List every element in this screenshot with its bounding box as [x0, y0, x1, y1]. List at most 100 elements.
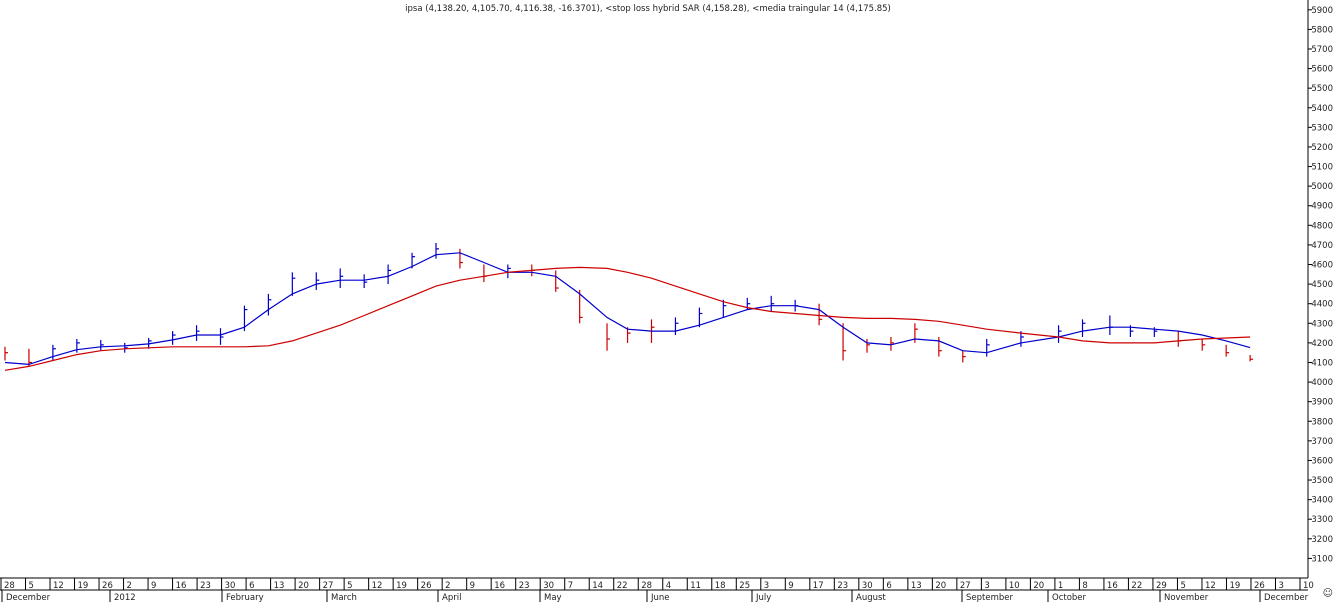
price-bar — [1081, 319, 1086, 338]
y-tick-label: 4900 — [1311, 202, 1333, 212]
x-tick-label: 18 — [715, 581, 726, 591]
y-tick-label: 4200 — [1311, 339, 1333, 349]
price-bar — [28, 348, 32, 367]
x-tick-label: 22 — [617, 581, 628, 591]
y-tick-label: 3800 — [1311, 417, 1333, 427]
x-tick-label: 20 — [298, 581, 309, 591]
y-tick-label: 4500 — [1311, 280, 1333, 290]
price-bar — [411, 252, 416, 269]
price-bar — [674, 317, 679, 336]
y-tick-label: 5000 — [1311, 182, 1333, 192]
price-bar — [606, 323, 611, 351]
x-tick-label: 30 — [225, 581, 236, 591]
y-tick-label: 3900 — [1311, 398, 1333, 408]
y-tick-label: 3400 — [1311, 496, 1333, 506]
x-tick-label: 3 — [1278, 581, 1283, 591]
x-tick-label: 19 — [1229, 581, 1240, 591]
x-tick-label: 6 — [886, 581, 891, 591]
x-tick-label: 9 — [470, 581, 475, 591]
price-bar — [579, 289, 583, 324]
x-month-label: September — [966, 593, 1013, 602]
x-month-label: December — [1264, 593, 1309, 602]
x-tick-label: 8 — [1082, 581, 1087, 591]
price-bar — [866, 338, 870, 353]
series-stop-loss-hybrid-sar — [4, 266, 1251, 371]
y-tick-label: 3600 — [1311, 456, 1333, 466]
x-month-label: July — [755, 593, 771, 602]
x-tick-label: 12 — [1205, 581, 1216, 591]
x-tick-label: 12 — [53, 581, 64, 591]
x-tick-label: 14 — [592, 581, 603, 591]
x-month-label: October — [1052, 593, 1087, 602]
price-bar — [938, 337, 942, 357]
price-bar — [100, 339, 104, 351]
price-bar — [555, 270, 559, 292]
y-tick-label: 3100 — [1311, 554, 1333, 564]
x-tick-label: 27 — [960, 581, 971, 591]
x-tick-label: 17 — [813, 581, 824, 591]
price-bar — [722, 299, 727, 318]
price-bar — [1109, 315, 1113, 336]
y-tick-label: 3300 — [1311, 515, 1333, 525]
x-tick-label: 13 — [911, 581, 922, 591]
price-bar — [195, 325, 200, 341]
price-bar — [1201, 338, 1206, 351]
x-tick-label: 3 — [764, 581, 769, 591]
x-month-label: February — [226, 593, 264, 602]
x-tick-label: 5 — [1180, 581, 1185, 591]
price-bar — [172, 331, 176, 345]
price-bar — [962, 350, 966, 363]
x-tick-label: 9 — [151, 581, 156, 591]
y-tick-label: 5900 — [1311, 6, 1333, 16]
plot-area — [4, 242, 1254, 371]
price-bar — [1249, 354, 1254, 362]
x-tick-label: 25 — [739, 581, 750, 591]
y-axis: 3100 3200 3300 3400 3500 3600 3700 3800 3900 4000… — [1307, 0, 1333, 578]
x-tick-label: 2 — [127, 581, 132, 591]
x-month-label: March — [331, 593, 357, 602]
x-tick-label: 30 — [543, 581, 554, 591]
x-month-label: April — [442, 593, 461, 602]
smiley-icon: ☺ — [1322, 588, 1333, 599]
x-tick-label: 23 — [837, 581, 848, 591]
x-tick-label: 22 — [1131, 581, 1142, 591]
x-tick-label: 26 — [1254, 581, 1265, 591]
x-tick-label: 19 — [396, 581, 407, 591]
price-bar — [890, 337, 894, 351]
x-tick-label: 5 — [347, 581, 352, 591]
y-tick-label: 5400 — [1311, 104, 1333, 114]
x-tick-label: 19 — [78, 581, 89, 591]
price-bar — [818, 303, 823, 326]
x-month-label: November — [1164, 593, 1209, 602]
y-tick-label: 4100 — [1311, 358, 1333, 368]
x-month-label: 2012 — [114, 593, 136, 602]
y-tick-label: 5300 — [1311, 123, 1333, 133]
x-tick-label: 11 — [690, 581, 701, 591]
price-bar — [267, 293, 272, 316]
y-tick-label: 5600 — [1311, 65, 1333, 75]
x-tick-label: 28 — [641, 581, 652, 591]
y-tick-label: 5700 — [1311, 45, 1333, 55]
price-bar — [914, 323, 918, 343]
price-bar — [76, 338, 80, 353]
price-bar — [387, 264, 392, 285]
price-bar — [986, 338, 990, 357]
y-tick-label: 3500 — [1311, 476, 1333, 486]
x-tick-label: 12 — [372, 581, 383, 591]
price-bar — [124, 342, 128, 353]
price-bar — [219, 328, 224, 345]
x-tick-label: 2 — [445, 581, 450, 591]
price-bar — [459, 248, 463, 269]
price-bar — [483, 264, 487, 283]
price-bar — [1225, 344, 1230, 357]
x-tick-label: 6 — [249, 581, 254, 591]
x-axis: 28 5 12 19 26 2 9 16 23 30 6 13 20 27 5 12 19 26 2 9 16 23 30 7… — [0, 577, 1314, 603]
price-bar — [52, 344, 56, 361]
y-tick-label: 5500 — [1311, 84, 1333, 94]
x-tick-label: 9 — [788, 581, 793, 591]
y-tick-label: 4700 — [1311, 241, 1333, 251]
x-tick-label: 29 — [1156, 581, 1167, 591]
x-tick-label: 30 — [862, 581, 873, 591]
